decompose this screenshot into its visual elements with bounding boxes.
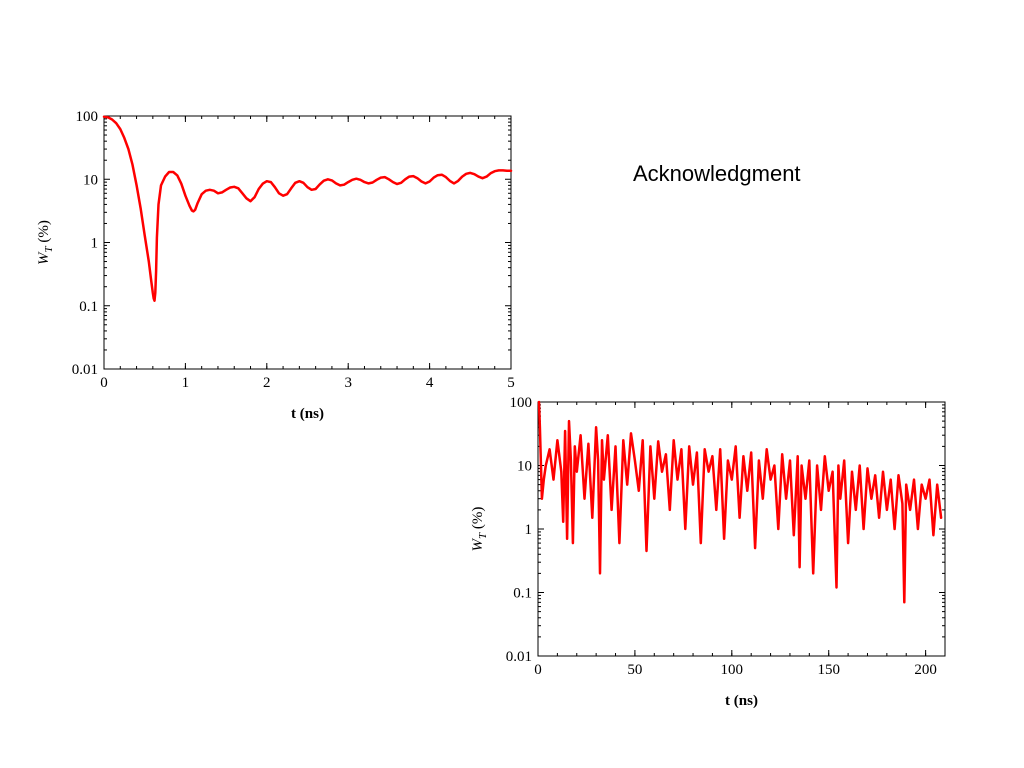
top-plot-frame bbox=[103, 115, 512, 370]
bottom-series-line bbox=[537, 400, 943, 604]
slide-heading: Acknowledgment bbox=[633, 161, 801, 186]
bottom-ytick-label: 10 bbox=[517, 459, 532, 475]
bottom-ytick-label: 100 bbox=[510, 395, 533, 411]
top-x-axis-title: t (ns) bbox=[291, 406, 324, 422]
bottom-plot-frame bbox=[537, 401, 946, 657]
top-ytick-label: 100 bbox=[76, 109, 99, 125]
top-y-axis-title: WT (%) bbox=[36, 220, 55, 265]
top-ytick-label: 0.01 bbox=[72, 362, 98, 378]
bottom-x-axis-title: t (ns) bbox=[725, 693, 758, 709]
top-ytick-label: 1 bbox=[91, 236, 99, 252]
top-xtick-label: 3 bbox=[344, 375, 352, 391]
bottom-xtick-label: 200 bbox=[914, 662, 937, 678]
bottom-y-axis-title: WT (%) bbox=[470, 507, 489, 552]
top-xtick-label: 1 bbox=[182, 375, 190, 391]
top-xtick-label: 0 bbox=[100, 375, 108, 391]
bottom-xtick-label: 150 bbox=[817, 662, 840, 678]
bottom-xtick-label: 0 bbox=[534, 662, 542, 678]
bottom-ytick-label: 0.01 bbox=[506, 649, 532, 665]
top-ytick-label: 0.1 bbox=[79, 299, 98, 315]
top-ytick-label: 10 bbox=[83, 172, 98, 188]
bottom-ytick-label: 0.1 bbox=[513, 586, 532, 602]
bottom-xtick-label: 100 bbox=[721, 662, 744, 678]
bottom-xtick-label: 50 bbox=[627, 662, 642, 678]
bottom-ytick-label: 1 bbox=[525, 522, 533, 538]
top-xtick-label: 4 bbox=[426, 375, 434, 391]
top-series-line bbox=[102, 115, 513, 302]
top-xtick-label: 5 bbox=[507, 375, 515, 391]
top-xtick-label: 2 bbox=[263, 375, 271, 391]
